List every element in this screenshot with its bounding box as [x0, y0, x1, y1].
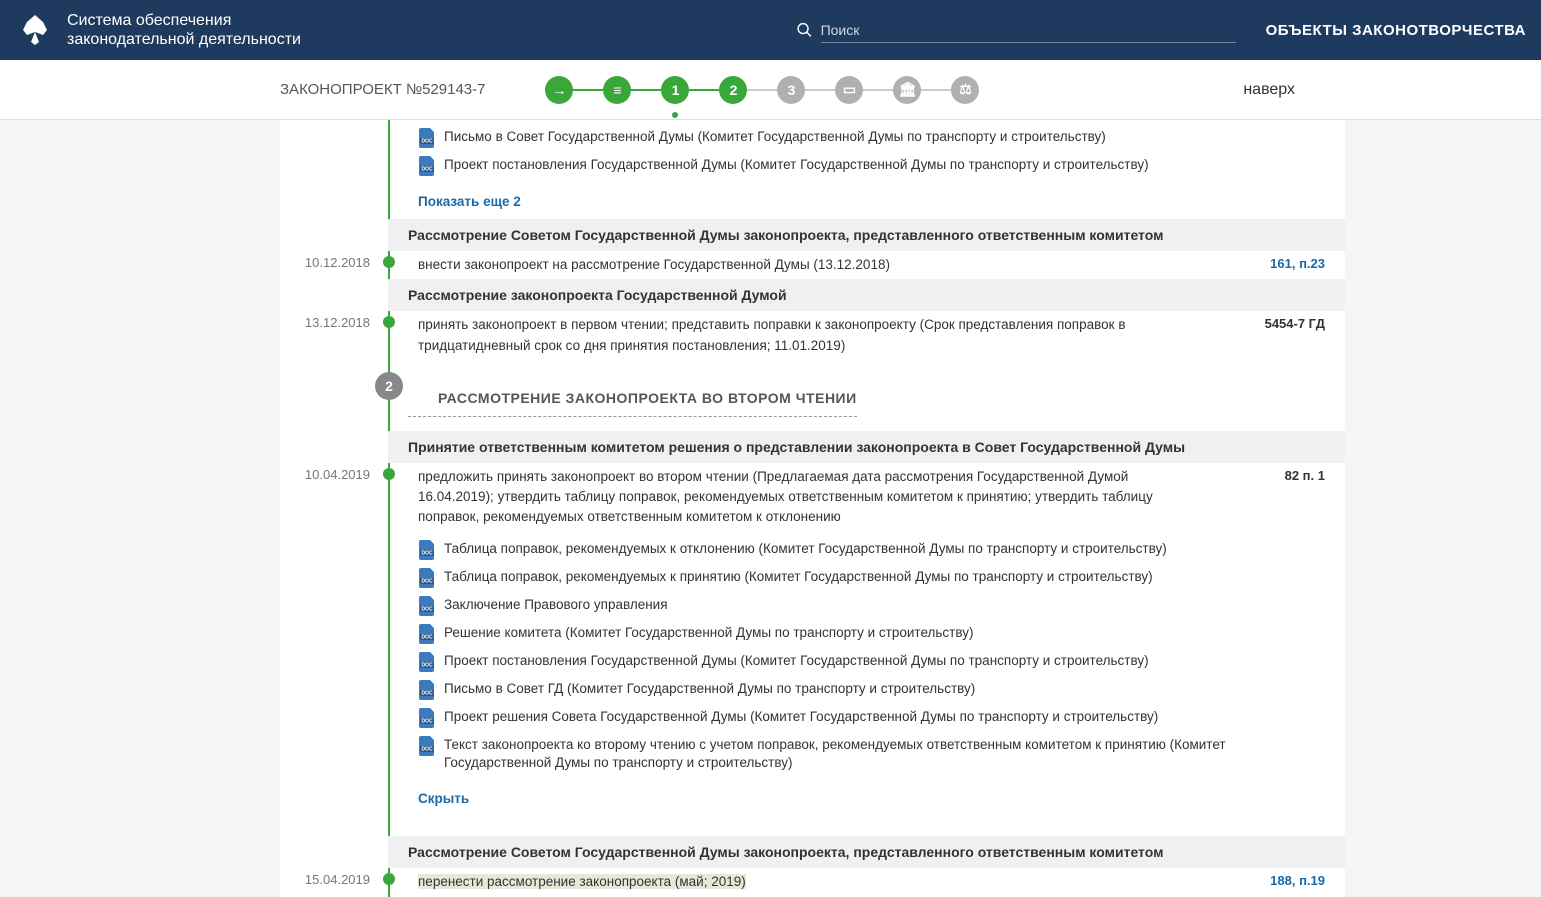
search-input[interactable] [821, 18, 1236, 43]
event-text: предложить принять законопроект во второ… [418, 469, 1153, 525]
main-content: DOC Письмо в Совет Государственной Думы (… [280, 120, 1345, 897]
reference-text: 5454-7 ГД [1265, 316, 1325, 331]
site-title-2: законодательной деятельности [67, 30, 301, 49]
svg-text:DOC: DOC [421, 550, 433, 556]
event-text: внести законопроект на рассмотрение Госу… [418, 257, 890, 272]
document-row[interactable]: DOC Таблица поправок, рекомендуемых к при… [418, 564, 1325, 592]
document-link[interactable]: Таблица поправок, рекомендуемых к отклон… [444, 540, 1167, 559]
document-row[interactable]: DOC Заключение Правового управления [418, 592, 1325, 620]
doc-icon: DOC [418, 596, 436, 616]
timeline-date: 10.04.2019 [280, 463, 388, 532]
stage-step-0[interactable]: → [545, 76, 573, 104]
search-icon [796, 21, 813, 39]
stage-step-6[interactable]: 🏛 [893, 76, 921, 104]
timeline-date: 15.04.2019 [280, 868, 388, 896]
scroll-top-link[interactable]: наверх [1243, 81, 1295, 99]
svg-text:DOC: DOC [421, 578, 433, 584]
doc-icon: DOC [418, 128, 436, 148]
bill-number: ЗАКОНОПРОЕКТ №529143-7 [280, 81, 485, 98]
svg-text:DOC: DOC [421, 139, 433, 145]
doc-icon: DOC [418, 156, 436, 176]
site-logo[interactable]: Система обеспечения законодательной деят… [15, 10, 301, 50]
document-link[interactable]: Текст законопроекта ко второму чтению с … [444, 736, 1325, 774]
svg-text:DOC: DOC [421, 606, 433, 612]
stage-step-7[interactable]: ⚖ [951, 76, 979, 104]
show-more-link[interactable]: Показать еще 2 [418, 188, 521, 215]
svg-text:DOC: DOC [421, 690, 433, 696]
stage-step-2[interactable]: 1 [661, 76, 689, 104]
svg-text:DOC: DOC [421, 662, 433, 668]
document-row[interactable]: DOC Проект решения Совета Государственной… [418, 704, 1325, 732]
step-connector [689, 89, 719, 91]
eagle-icon [15, 10, 55, 50]
doc-icon: DOC [418, 652, 436, 672]
hide-link[interactable]: Скрыть [418, 785, 469, 812]
site-title-1: Система обеспечения [67, 11, 301, 30]
svg-text:DOC: DOC [421, 167, 433, 173]
step-connector [631, 89, 661, 91]
section-header: Рассмотрение законопроекта Государственн… [388, 279, 1345, 311]
search-container [796, 18, 1236, 43]
main-header: Система обеспечения законодательной деят… [0, 0, 1541, 60]
doc-icon: DOC [418, 624, 436, 644]
section-header: Принятие ответственным комитетом решения… [388, 431, 1345, 463]
sub-navigation: ЗАКОНОПРОЕКТ №529143-7 → ≡ 1 2 3 ▭ 🏛 ⚖ наверх [0, 60, 1541, 120]
doc-icon: DOC [418, 736, 436, 756]
section-header: Рассмотрение Советом Государственной Дум… [388, 836, 1345, 868]
timeline-date: 10.12.2018 [280, 251, 388, 279]
event-text: принять законопроект в первом чтении; пр… [418, 317, 1126, 352]
document-link[interactable]: Проект постановления Государственной Дум… [444, 652, 1149, 671]
doc-icon: DOC [418, 568, 436, 588]
svg-text:DOC: DOC [421, 718, 433, 724]
step-connector [747, 89, 777, 91]
document-row[interactable]: DOC Письмо в Совет ГД (Комитет Государств… [418, 676, 1325, 704]
event-text: перенести рассмотрение законопроекта (ма… [418, 874, 746, 889]
step-connector [863, 89, 893, 91]
stage-step-4[interactable]: 3 [777, 76, 805, 104]
stage-marker: 2 [375, 372, 403, 400]
document-row[interactable]: DOC Решение комитета (Комитет Государстве… [418, 620, 1325, 648]
document-link[interactable]: Письмо в Совет Государственной Думы (Ком… [444, 128, 1106, 147]
document-link[interactable]: Таблица поправок, рекомендуемых к принят… [444, 568, 1153, 587]
stage-step-1[interactable]: ≡ [603, 76, 631, 104]
stage-stepper: → ≡ 1 2 3 ▭ 🏛 ⚖ [545, 76, 979, 104]
timeline-date: 13.12.2018 [280, 311, 388, 360]
document-row[interactable]: DOC Письмо в Совет Государственной Думы (… [418, 124, 1325, 152]
document-link[interactable]: Проект решения Совета Государственной Ду… [444, 708, 1158, 727]
document-row[interactable]: DOC Проект постановления Государственной … [418, 152, 1325, 180]
doc-icon: DOC [418, 680, 436, 700]
step-connector [805, 89, 835, 91]
step-connector [921, 89, 951, 91]
stage-step-3[interactable]: 2 [719, 76, 747, 104]
document-link[interactable]: Решение комитета (Комитет Государственно… [444, 624, 973, 643]
document-link[interactable]: Проект постановления Государственной Дум… [444, 156, 1149, 175]
doc-icon: DOC [418, 708, 436, 728]
step-connector [573, 89, 603, 91]
objects-link[interactable]: ОБЪЕКТЫ ЗАКОНОТВОРЧЕСТВА [1266, 22, 1526, 39]
document-link[interactable]: Заключение Правового управления [444, 596, 668, 615]
stage-title: РАССМОТРЕНИЕ ЗАКОНОПРОЕКТА ВО ВТОРОМ ЧТЕ… [408, 376, 857, 417]
reference-text: 82 п. 1 [1285, 468, 1325, 483]
document-row[interactable]: DOC Таблица поправок, рекомендуемых к отк… [418, 536, 1325, 564]
section-header: Рассмотрение Советом Государственной Дум… [388, 219, 1345, 251]
document-row[interactable]: DOC Текст законопроекта ко второму чтению… [418, 732, 1325, 778]
svg-text:DOC: DOC [421, 746, 433, 752]
stage-step-5[interactable]: ▭ [835, 76, 863, 104]
svg-text:DOC: DOC [421, 634, 433, 640]
doc-icon: DOC [418, 540, 436, 560]
document-row[interactable]: DOC Проект постановления Государственной … [418, 648, 1325, 676]
reference-link[interactable]: 161, п.23 [1270, 256, 1325, 271]
document-link[interactable]: Письмо в Совет ГД (Комитет Государственн… [444, 680, 975, 699]
